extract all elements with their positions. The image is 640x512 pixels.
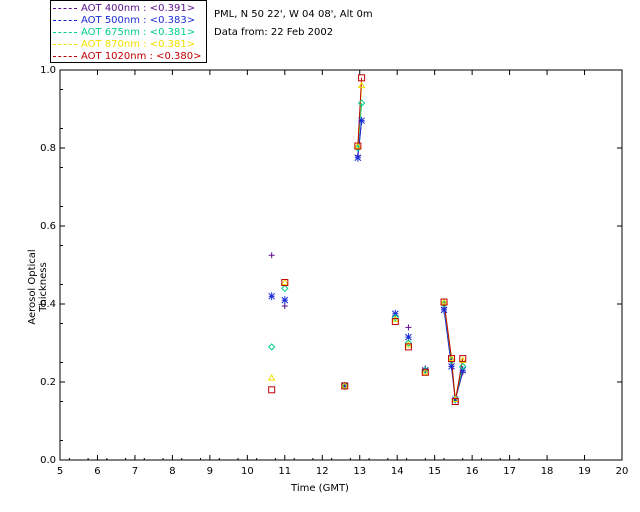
- x-axis-label: Time (GMT): [291, 483, 349, 494]
- series-line: [357, 120, 363, 158]
- x-tick-label: 16: [466, 466, 479, 477]
- marker-star: [341, 381, 349, 390]
- x-tick-label: 9: [207, 466, 213, 477]
- y-tick-label: 0.4: [40, 299, 56, 310]
- marker-star: [281, 296, 289, 305]
- marker-triangle: [340, 381, 349, 389]
- marker-star: [448, 362, 455, 371]
- legend-entry-675: AOT 675nm : <0.381>: [53, 27, 195, 39]
- marker-diamond: [267, 343, 276, 351]
- date-info: Data from: 22 Feb 2002: [214, 27, 334, 38]
- marker-triangle: [440, 298, 448, 305]
- x-tick-label: 12: [316, 466, 329, 477]
- marker-plus: [405, 324, 412, 331]
- x-tick-label: 11: [278, 466, 291, 477]
- marker-diamond: [281, 284, 289, 293]
- series-lines: [357, 77, 464, 402]
- marker-star: [440, 305, 448, 314]
- y-axis-label: Aerosol Optical Thickness: [27, 249, 49, 325]
- marker-square: [421, 368, 429, 376]
- marker-star: [421, 366, 429, 375]
- y-tick-label: 0.2: [40, 377, 56, 388]
- site-info: PML, N 50 22', W 04 08', Alt 0m: [214, 9, 373, 20]
- legend: AOT 400nm : <0.391> AOT 500nm : <0.383> …: [50, 0, 207, 63]
- legend-line-icon: [53, 19, 77, 21]
- marker-star: [451, 395, 459, 404]
- legend-entry-500: AOT 500nm : <0.383>: [53, 15, 195, 27]
- marker-triangle: [357, 81, 366, 89]
- marker-square: [451, 398, 459, 405]
- x-tick-label: 15: [428, 466, 441, 477]
- marker-square: [281, 279, 289, 287]
- marker-square: [354, 142, 362, 150]
- marker-triangle: [267, 374, 276, 381]
- marker-star: [405, 333, 412, 342]
- legend-line-icon: [53, 7, 77, 9]
- x-tick-label: 17: [503, 466, 516, 477]
- marker-square: [391, 318, 399, 326]
- marker-star: [459, 366, 467, 375]
- marker-triangle: [421, 368, 430, 375]
- marker-triangle: [391, 315, 400, 323]
- x-tick-label: 6: [94, 466, 100, 477]
- marker-triangle: [353, 142, 362, 149]
- marker-diamond: [459, 362, 467, 371]
- marker-triangle: [447, 354, 456, 362]
- legend-entry-400: AOT 400nm : <0.391>: [53, 3, 195, 15]
- marker-triangle: [458, 356, 467, 364]
- legend-line-icon: [53, 43, 77, 45]
- legend-entry-1020: AOT 1020nm : <0.380>: [53, 51, 201, 63]
- marker-diamond: [357, 99, 366, 107]
- legend-entry-870: AOT 870nm : <0.381>: [53, 39, 195, 51]
- legend-line-icon: [53, 31, 77, 33]
- marker-square: [459, 355, 467, 363]
- marker-diamond: [404, 339, 413, 347]
- series-markers: [267, 74, 467, 405]
- marker-triangle: [280, 278, 289, 286]
- series-line: [443, 301, 464, 402]
- series-line: [357, 77, 363, 147]
- x-tick-label: 5: [57, 466, 63, 477]
- marker-star: [354, 153, 362, 162]
- marker-square: [358, 74, 366, 82]
- x-tick-label: 8: [169, 466, 175, 477]
- marker-square: [268, 386, 276, 394]
- plot-frame: [59, 69, 623, 461]
- y-tick-label: 1.0: [40, 65, 56, 76]
- x-tick-label: 20: [616, 466, 629, 477]
- marker-triangle: [451, 395, 460, 403]
- x-tick-label: 13: [353, 466, 366, 477]
- marker-square: [341, 382, 349, 390]
- marker-square: [440, 298, 448, 306]
- marker-star: [358, 116, 365, 125]
- y-tick-label: 0.8: [40, 143, 56, 154]
- legend-line-icon: [53, 55, 77, 57]
- marker-star: [391, 309, 399, 318]
- x-tick-label: 19: [578, 466, 591, 477]
- marker-square: [448, 355, 456, 363]
- x-tick-label: 14: [391, 466, 404, 477]
- x-tick-label: 7: [132, 466, 138, 477]
- marker-diamond: [391, 313, 400, 322]
- x-tick-label: 18: [541, 466, 554, 477]
- marker-square: [404, 343, 412, 351]
- marker-triangle: [404, 340, 413, 348]
- y-tick-label: 0.0: [40, 455, 56, 466]
- x-tick-label: 10: [241, 466, 254, 477]
- axis-ticks: 5 6 7 8 9 10 11 12 13 14 15 16 17 18 19 20 0.0 0.2 0.4 0.6 0…: [40, 65, 628, 477]
- marker-star: [268, 292, 276, 301]
- marker-plus: [268, 252, 275, 259]
- y-tick-label: 0.6: [40, 221, 56, 232]
